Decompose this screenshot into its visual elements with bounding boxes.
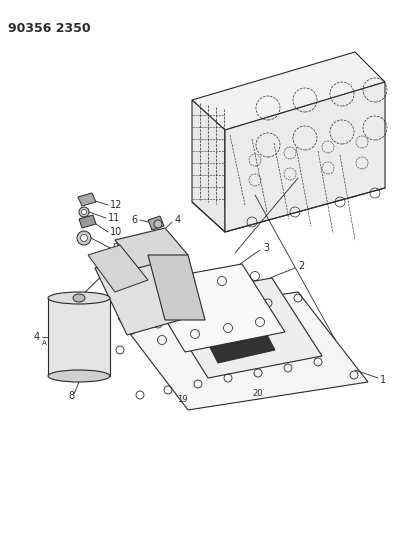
Text: A: A — [42, 340, 47, 346]
Polygon shape — [148, 216, 164, 230]
Polygon shape — [115, 228, 188, 268]
Text: 12: 12 — [110, 200, 122, 210]
Circle shape — [154, 220, 162, 228]
Text: 4: 4 — [34, 332, 40, 342]
Text: 11: 11 — [108, 213, 120, 223]
Circle shape — [79, 207, 89, 217]
Circle shape — [77, 231, 91, 245]
Ellipse shape — [48, 370, 110, 382]
Text: 5: 5 — [177, 271, 183, 281]
Polygon shape — [192, 100, 225, 232]
Polygon shape — [148, 255, 205, 320]
Text: 19: 19 — [177, 395, 187, 405]
Polygon shape — [225, 82, 385, 232]
Polygon shape — [158, 278, 322, 378]
Text: 90356 2350: 90356 2350 — [8, 22, 91, 35]
Text: 10: 10 — [110, 227, 122, 237]
Text: 3: 3 — [263, 243, 269, 253]
Ellipse shape — [73, 294, 85, 302]
Polygon shape — [79, 215, 96, 228]
Polygon shape — [143, 264, 285, 352]
Polygon shape — [118, 292, 368, 410]
Text: 4: 4 — [175, 215, 181, 225]
Text: 1: 1 — [380, 375, 386, 385]
Polygon shape — [88, 245, 148, 292]
Polygon shape — [78, 193, 96, 206]
Circle shape — [80, 235, 88, 241]
Text: 6: 6 — [132, 215, 138, 225]
Polygon shape — [192, 52, 385, 130]
Polygon shape — [48, 298, 110, 376]
Text: 9: 9 — [112, 243, 118, 253]
Text: 7: 7 — [114, 303, 120, 313]
Circle shape — [82, 209, 86, 214]
Text: 7: 7 — [114, 285, 120, 295]
Text: 20: 20 — [253, 390, 263, 399]
Text: 8: 8 — [68, 391, 74, 401]
Ellipse shape — [48, 292, 110, 304]
Polygon shape — [95, 255, 180, 335]
Text: 2: 2 — [298, 261, 304, 271]
Polygon shape — [188, 293, 275, 363]
